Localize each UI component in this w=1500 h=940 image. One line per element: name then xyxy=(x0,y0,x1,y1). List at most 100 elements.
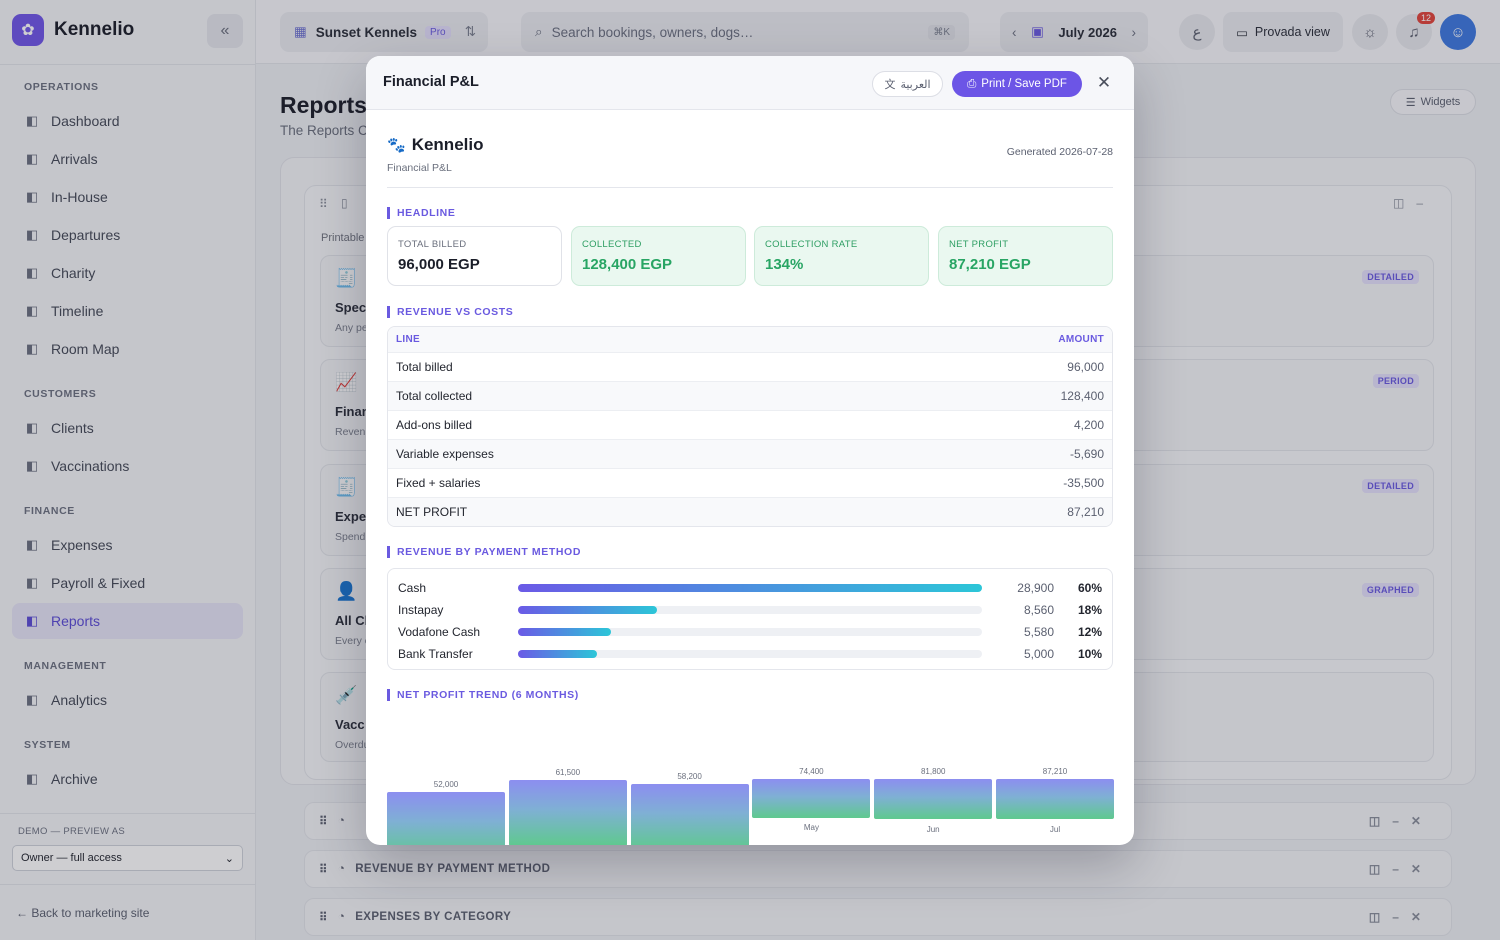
kpi-value: 96,000 EGP xyxy=(398,256,480,273)
search-input[interactable]: Search bookings, owners, dogs… xyxy=(551,24,754,40)
user-icon: ☺ xyxy=(1450,23,1466,41)
brand[interactable]: ✿ Kennelio xyxy=(12,14,134,46)
report-body: 🐾 Kennelio Financial P&L Generated 2026-… xyxy=(387,110,1114,845)
sidebar-item-timeline[interactable]: ◧ Timeline xyxy=(12,293,243,329)
sidebar-item-reports[interactable]: ◧ Reports xyxy=(12,603,243,639)
nav-group-label: OPERATIONS xyxy=(24,81,99,93)
sidebar-item-room-map[interactable]: ◧ Room Map xyxy=(12,331,243,367)
widget-controls[interactable]: ◫–✕ xyxy=(1368,910,1433,924)
preview-role-select[interactable]: Owner — full access ⌄ xyxy=(12,845,243,871)
sidebar-item-payroll-fixed[interactable]: ◧ Payroll & Fixed xyxy=(12,565,243,601)
widget-controls[interactable]: ◫– xyxy=(1392,196,1435,210)
nav-group-label: CUSTOMERS xyxy=(24,388,97,400)
payment-bar-fill xyxy=(518,628,611,636)
revenue-costs-table: LINE AMOUNT Total billed 96,000 Total collec… xyxy=(387,326,1113,527)
sidebar-item-clients[interactable]: ◧ Clients xyxy=(12,410,243,446)
widgets-label: Widgets xyxy=(1420,96,1461,108)
view-switch-button[interactable]: ▭ Provada view xyxy=(1223,12,1343,52)
wallet-icon: ◧ xyxy=(25,575,39,590)
report-card-tag: PERIOD xyxy=(1372,374,1419,388)
sidebar-item-label: Expenses xyxy=(51,537,113,553)
widget-icon: ◔ xyxy=(337,911,346,923)
payment-bar-fill xyxy=(518,606,658,614)
sidebar-item-label: Reports xyxy=(51,613,101,629)
kpi-card: NET PROFIT 87,210 EGP xyxy=(938,226,1113,286)
report-card-icon: 📈 xyxy=(335,372,358,392)
back-to-marketing-link[interactable]: ← Back to marketing site xyxy=(16,906,150,920)
report-icon: ◧ xyxy=(25,613,39,628)
language-label: العربية xyxy=(900,78,931,91)
chart-category-label: Jun xyxy=(926,825,940,834)
chevron-left-icon[interactable]: ‹ xyxy=(1012,24,1017,40)
line-label: NET PROFIT xyxy=(396,505,468,519)
widget-controls[interactable]: ◫–✕ xyxy=(1368,862,1433,876)
nav-group-label: FINANCE xyxy=(24,505,75,517)
chart-value-label: 87,210 xyxy=(1042,767,1068,776)
box-icon: ◧ xyxy=(25,227,39,242)
chart-bar xyxy=(752,779,871,818)
global-search[interactable]: ⌕ Search bookings, owners, dogs… ⌘K xyxy=(521,12,969,52)
sidebar-item-expenses[interactable]: ◧ Expenses xyxy=(12,527,243,563)
close-icon[interactable]: ✕ xyxy=(1096,73,1112,92)
report-card-title: Expe xyxy=(335,509,367,524)
report-name: Financial P&L xyxy=(387,162,452,174)
sidebar-item-analytics[interactable]: ◧ Analytics xyxy=(12,682,243,718)
sidebar-item-vaccinations[interactable]: ◧ Vaccinations xyxy=(12,448,243,484)
kpi-label: NET PROFIT xyxy=(949,239,1009,250)
report-card-icon: 💉 xyxy=(335,685,358,705)
sidebar-item-in-house[interactable]: ◧ In-House xyxy=(12,179,243,215)
line-amount: 96,000 xyxy=(1067,360,1104,374)
section-payment-title: REVENUE BY PAYMENT METHOD xyxy=(387,546,581,558)
widgets-button[interactable]: ☰ Widgets xyxy=(1390,89,1476,115)
sidebar-item-charity[interactable]: ◧ Charity xyxy=(12,255,243,291)
report-brand: 🐾 Kennelio xyxy=(387,135,483,155)
line-amount: -35,500 xyxy=(1063,476,1104,490)
table-header-cell: LINE xyxy=(396,334,420,345)
payment-row: Bank Transfer 5,000 10% xyxy=(398,645,1102,663)
report-card-title: All Cl xyxy=(335,613,369,628)
report-card-title: Vacc xyxy=(335,717,365,732)
report-brand-name: Kennelio xyxy=(411,135,484,154)
line-label: Total billed xyxy=(396,360,453,374)
print-button[interactable]: ⎙ Print / Save PDF xyxy=(952,71,1082,97)
sidebar-item-label: Payroll & Fixed xyxy=(51,575,146,591)
report-card-title: Spec xyxy=(335,300,367,315)
translate-icon: 文 xyxy=(884,79,896,91)
section-trend-title: NET PROFIT TREND (6 MONTHS) xyxy=(387,689,579,701)
language-toggle-button[interactable]: ع xyxy=(1179,14,1215,50)
sidebar-item-dashboard[interactable]: ◧ Dashboard xyxy=(12,103,243,139)
payment-row: Vodafone Cash 5,580 12% xyxy=(398,623,1102,641)
report-card-subtitle: Revenu xyxy=(335,426,372,438)
sidebar-item-archive[interactable]: ◧ Archive xyxy=(12,761,243,797)
drag-handle-icon[interactable]: ⠿ xyxy=(319,864,328,876)
language-button[interactable]: 文 العربية xyxy=(872,71,943,97)
section-headline-title: HEADLINE xyxy=(387,207,455,219)
sidebar-item-departures[interactable]: ◧ Departures xyxy=(12,217,243,253)
notifications-button[interactable]: ♫ 12 xyxy=(1396,12,1435,50)
widget-controls[interactable]: ◫–✕ xyxy=(1368,814,1433,828)
printable-label: Printable xyxy=(321,232,365,244)
collapse-sidebar-button[interactable]: « xyxy=(207,14,243,48)
chart-bar xyxy=(874,779,993,819)
collapsed-widget[interactable]: ⠿ ◔ EXPENSES BY CATEGORY ◫–✕ xyxy=(304,898,1452,936)
kpi-value: 134% xyxy=(765,256,804,273)
line-label: Add-ons billed xyxy=(396,418,473,432)
kennel-name: Sunset Kennels xyxy=(315,24,418,40)
nav-group-label: SYSTEM xyxy=(24,739,71,751)
month-picker[interactable]: ‹ ▣ July 2026 › xyxy=(1000,12,1148,52)
theme-toggle-button[interactable]: ☼ xyxy=(1352,14,1388,50)
chart-value-label: 58,200 xyxy=(677,772,702,781)
kennel-switcher[interactable]: ▦ Sunset Kennels Pro ⇅ xyxy=(280,12,488,52)
sidebar-item-arrivals[interactable]: ◧ Arrivals xyxy=(12,141,243,177)
search-icon: ⌕ xyxy=(535,24,543,39)
nav-group-label: MANAGEMENT xyxy=(24,660,107,672)
drag-handle-icon[interactable]: ⠿ xyxy=(319,197,328,211)
archive-icon: ◧ xyxy=(25,771,39,786)
chevron-right-icon[interactable]: › xyxy=(1131,24,1137,40)
drag-handle-icon[interactable]: ⠿ xyxy=(319,816,328,828)
payment-name: Bank Transfer xyxy=(398,647,473,661)
payment-percent: 10% xyxy=(1077,647,1102,661)
drag-handle-icon[interactable]: ⠿ xyxy=(319,912,328,924)
user-avatar[interactable]: ☺ xyxy=(1440,14,1476,50)
collapsed-widget[interactable]: ⠿ ◔ REVENUE BY PAYMENT METHOD ◫–✕ xyxy=(304,850,1452,888)
